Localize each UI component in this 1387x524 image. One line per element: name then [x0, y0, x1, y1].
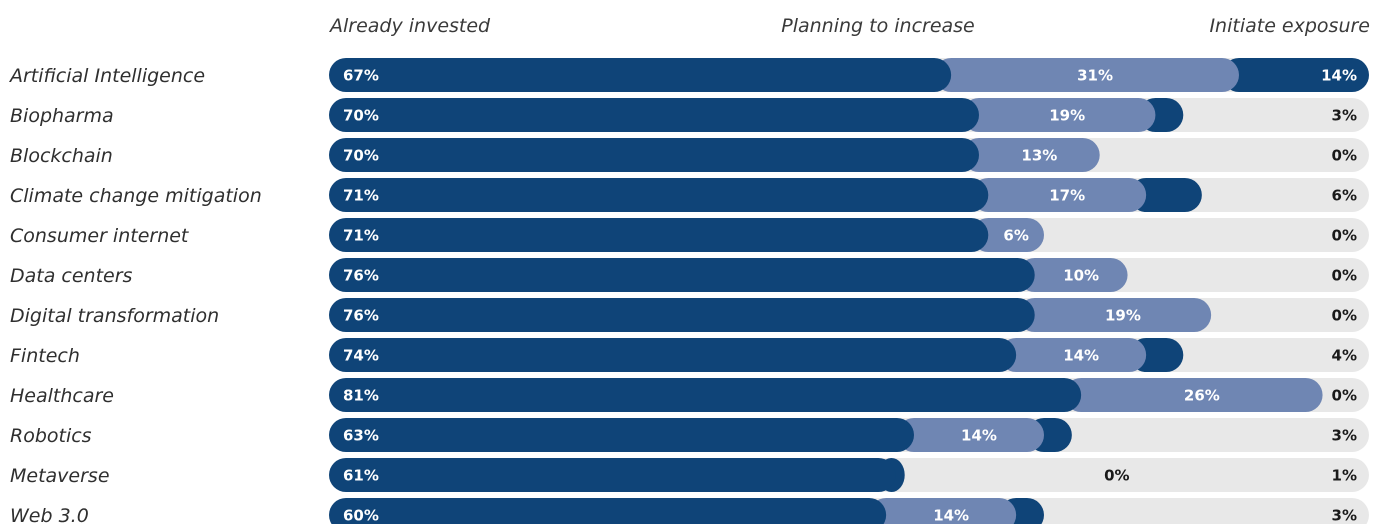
row-label-robotics: Robotics: [10, 425, 92, 447]
value-label-already-invested: 76%: [343, 267, 379, 285]
bar-already-invested: [329, 138, 979, 172]
value-label-already-invested: 63%: [343, 427, 379, 445]
bars: 67% 31% 14% 70% 19% 3% 70% 13% 0% 71% 17% 6% 71% 6% 0%…: [329, 58, 1369, 524]
bar-row-artificial-intelligence: 67% 31% 14%: [329, 58, 1369, 92]
bar-row-data-centers: 76% 10% 0%: [329, 258, 1369, 292]
row-label-digital-transformation: Digital transformation: [10, 305, 219, 327]
row-label-artificial-intelligence: Artificial Intelligence: [8, 65, 205, 87]
row-label-data-centers: Data centers: [10, 265, 133, 287]
bar-already-invested: [329, 258, 1035, 292]
bar-planning-to-increase: [897, 418, 1044, 452]
value-label-initiate-exposure: 0%: [1332, 227, 1357, 245]
value-label-planning-to-increase: 14%: [1063, 347, 1099, 365]
value-label-initiate-exposure: 0%: [1332, 147, 1357, 165]
bar-initiate-exposure: [1129, 178, 1202, 212]
bar-planning-to-increase: [971, 178, 1147, 212]
bar-planning-to-increase: [934, 58, 1239, 92]
value-label-planning-to-increase: 13%: [1021, 147, 1057, 165]
bar-already-invested: [329, 458, 896, 492]
value-label-initiate-exposure: 0%: [1332, 267, 1357, 285]
value-label-already-invested: 70%: [343, 107, 379, 125]
value-label-planning-to-increase: 19%: [1105, 307, 1141, 325]
bar-planning-to-increase: [971, 218, 1044, 252]
column-header-1: Already invested: [328, 15, 491, 37]
bar-already-invested: [329, 298, 1035, 332]
bar-row-biopharma: 70% 19% 3%: [329, 98, 1369, 132]
value-label-already-invested: 70%: [343, 147, 379, 165]
column-header-2: Planning to increase: [781, 15, 975, 37]
value-label-planning-to-increase: 19%: [1049, 107, 1085, 125]
value-label-planning-to-increase: 6%: [1003, 227, 1028, 245]
value-label-planning-to-increase: 10%: [1063, 267, 1099, 285]
value-label-planning-to-increase: 0%: [1104, 467, 1129, 485]
value-label-initiate-exposure: 3%: [1332, 507, 1357, 524]
bar-row-metaverse: 61% 0% 1%: [329, 458, 1369, 492]
value-label-planning-to-increase: 14%: [933, 507, 969, 524]
value-label-planning-to-increase: 31%: [1077, 67, 1113, 85]
value-label-already-invested: 81%: [343, 387, 379, 405]
value-label-initiate-exposure: 6%: [1332, 187, 1357, 205]
bar-planning-to-increase: [1064, 378, 1323, 412]
value-label-planning-to-increase: 17%: [1049, 187, 1085, 205]
row-label-healthcare: Healthcare: [10, 385, 114, 407]
bar-already-invested: [329, 418, 914, 452]
value-label-already-invested: 61%: [343, 467, 379, 485]
row-labels: Artificial Intelligence Biopharma Blockcha…: [8, 65, 262, 524]
bar-row-fintech: 74% 14% 4%: [329, 338, 1369, 372]
bar-already-invested: [329, 98, 979, 132]
row-label-blockchain: Blockchain: [10, 145, 113, 167]
value-label-initiate-exposure: 0%: [1332, 387, 1357, 405]
bar-planning-to-increase: [1017, 298, 1212, 332]
value-label-initiate-exposure: 0%: [1332, 307, 1357, 325]
row-label-climate-change-mitigation: Climate change mitigation: [10, 185, 262, 207]
bar-planning-to-increase: [962, 138, 1100, 172]
row-label-biopharma: Biopharma: [10, 105, 114, 127]
value-label-initiate-exposure: 3%: [1332, 427, 1357, 445]
value-label-already-invested: 76%: [343, 307, 379, 325]
value-label-already-invested: 67%: [343, 67, 379, 85]
column-header-3: Initiate exposure: [1209, 15, 1370, 37]
value-label-planning-to-increase: 14%: [961, 427, 997, 445]
value-label-initiate-exposure: 14%: [1321, 67, 1357, 85]
bar-row-healthcare: 81% 26% 0%: [329, 378, 1369, 412]
value-label-already-invested: 74%: [343, 347, 379, 365]
bar-row-web-3-0: 60% 14% 3%: [329, 498, 1369, 524]
bar-row-climate-change-mitigation: 71% 17% 6%: [329, 178, 1369, 212]
bar-already-invested: [329, 338, 1017, 372]
value-label-already-invested: 71%: [343, 187, 379, 205]
row-label-web-3-0: Web 3.0: [10, 505, 89, 524]
row-label-consumer-internet: Consumer internet: [10, 225, 190, 247]
bar-planning-to-increase: [962, 98, 1156, 132]
bar-already-invested: [329, 178, 989, 212]
row-label-metaverse: Metaverse: [10, 465, 110, 487]
value-label-planning-to-increase: 26%: [1184, 387, 1220, 405]
bar-initiate-exposure: [1222, 58, 1369, 92]
bar-row-digital-transformation: 76% 19% 0%: [329, 298, 1369, 332]
value-label-already-invested: 71%: [343, 227, 379, 245]
bar-planning-to-increase: [869, 498, 1017, 524]
bar-already-invested: [329, 498, 887, 524]
bar-row-robotics: 63% 14% 3%: [329, 418, 1369, 452]
value-label-initiate-exposure: 3%: [1332, 107, 1357, 125]
bar-already-invested: [329, 378, 1082, 412]
row-label-fintech: Fintech: [10, 345, 80, 367]
value-label-initiate-exposure: 4%: [1332, 347, 1357, 365]
bar-planning-to-increase: [999, 338, 1147, 372]
value-label-already-invested: 60%: [343, 507, 379, 524]
value-label-initiate-exposure: 1%: [1332, 467, 1357, 485]
bar-planning-to-increase: [1017, 258, 1128, 292]
bar-already-invested: [329, 58, 952, 92]
bar-already-invested: [329, 218, 989, 252]
column-headers: Already invested Planning to increase Init…: [328, 15, 1370, 37]
bar-row-blockchain: 70% 13% 0%: [329, 138, 1369, 172]
bar-row-consumer-internet: 71% 6% 0%: [329, 218, 1369, 252]
